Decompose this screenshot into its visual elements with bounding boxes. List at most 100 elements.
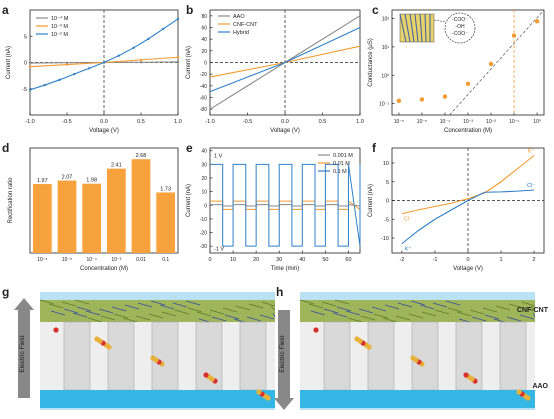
- nanopore: [107, 321, 135, 391]
- fiber-strand: [521, 301, 536, 307]
- x-tick-label: 0: [466, 257, 469, 263]
- series-line-point: [58, 78, 61, 82]
- y-tick-label: 10¹: [382, 45, 390, 51]
- bar: [82, 183, 102, 253]
- fiber-strand: [347, 317, 363, 323]
- x-tick-label: 10⁻³: [111, 257, 121, 263]
- x-tick-label: 0.01: [136, 257, 146, 263]
- ion-particle: [354, 336, 360, 342]
- fiber-strand: [172, 302, 188, 308]
- x-tick-label: 2: [533, 257, 536, 263]
- inset-fiber: [399, 13, 407, 43]
- bar: [106, 168, 126, 253]
- x-tick-label: 1.0: [356, 119, 364, 125]
- legend-entry: CNF-CNT: [233, 22, 258, 28]
- fiber-strand: [408, 313, 424, 319]
- fiber-strand: [469, 309, 485, 315]
- fiber-strand: [419, 304, 435, 310]
- series-line-point: [73, 72, 76, 76]
- x-tick-label: 60: [345, 257, 351, 263]
- bar-value-label: 2.07: [62, 175, 73, 181]
- y-axis-label: Current (nA): [368, 184, 374, 217]
- y-tick-label: -20: [200, 231, 207, 237]
- inset-group-label: -COO⁻: [452, 31, 468, 37]
- aao-label: AAO: [532, 383, 548, 390]
- fiber-strand: [61, 301, 77, 307]
- y-tick-label: 0: [24, 61, 27, 67]
- fiber-strand: [224, 314, 240, 320]
- field-label: Electric Field: [279, 335, 286, 373]
- series-line-point: [147, 37, 150, 41]
- series-line-point: [65, 61, 69, 64]
- y-tick-label: 20: [201, 49, 207, 55]
- field-arrow-shaft: [278, 310, 290, 398]
- nanopore: [367, 321, 395, 391]
- ion-particle: [150, 355, 156, 361]
- panel-label-b: b: [186, 3, 193, 17]
- y-axis-label: Current (nA): [6, 46, 12, 79]
- y-axis-label: Current (nA): [186, 184, 192, 217]
- chart-panel-d: 1.97 10⁻⁶ 2.07 10⁻⁵ 1.98 10⁻⁴ 2.41 10⁻³ 2.68 0.01…: [8, 147, 179, 272]
- y-tick-label: 10⁻¹: [379, 102, 389, 108]
- fiber-strand: [321, 301, 337, 307]
- legend-entry: AAO: [233, 14, 245, 20]
- y-tick-label: -40: [200, 84, 207, 90]
- fiber-strand: [76, 306, 92, 312]
- y-tick-label: -20: [200, 72, 207, 78]
- y-axis-label: Conductance (μS): [368, 38, 374, 86]
- ion-particle: [463, 372, 469, 378]
- series-line-point: [28, 65, 32, 68]
- x-tick-label: 0.1: [162, 257, 169, 263]
- y-tick-label: 60: [201, 26, 207, 32]
- fiber-strand: [261, 301, 276, 307]
- nanopore: [63, 321, 91, 391]
- x-tick-label: -1.0: [25, 119, 34, 125]
- fiber-strand: [310, 310, 326, 316]
- fiber-strand: [196, 311, 212, 317]
- x-tick-label: 10⁰: [533, 119, 541, 125]
- fiber-strand: [50, 310, 66, 316]
- fiber-strand: [113, 313, 129, 319]
- electrolyte-reservoir: [300, 390, 535, 408]
- fiber-strand: [72, 312, 88, 318]
- panel-label-d: d: [2, 141, 9, 155]
- fiber-strand: [395, 315, 411, 321]
- nanopore: [411, 321, 439, 391]
- fiber-strand: [150, 300, 166, 306]
- legend-entry: 0.1 M: [333, 169, 347, 175]
- fiber-strand: [484, 314, 500, 320]
- fiber-strand: [384, 304, 400, 310]
- ion-particle: [410, 355, 416, 361]
- fiber-strand: [185, 300, 201, 306]
- fiber-strand: [148, 313, 164, 319]
- x-tick-label: 20: [253, 257, 259, 263]
- x-axis-label: Voltage (V): [453, 266, 483, 272]
- inset-group-label: -OH: [455, 24, 465, 30]
- x-tick-label: 10⁻²: [486, 119, 496, 125]
- fiber-strand: [63, 308, 79, 314]
- legend-entry: 10⁻⁴ M: [51, 15, 69, 22]
- series-line-point: [65, 63, 69, 66]
- data-point: [534, 19, 540, 24]
- x-tick-label: -1: [433, 257, 438, 263]
- x-axis-label: Concentration (M): [444, 128, 492, 134]
- series-line-point: [117, 54, 121, 57]
- y-tick-label: -30: [200, 244, 207, 250]
- y-tick-label: 10²: [382, 17, 390, 23]
- x-tick-label: 0.5: [319, 119, 327, 125]
- y-tick-label: -5: [384, 217, 389, 223]
- chart-panel-a: -1.0 -0.5 0.0 0.5 1.0 -5 0 5 10⁻⁴ M 10⁻³ M 10⁻² M V…: [6, 9, 182, 134]
- fiber-strand: [259, 314, 275, 320]
- x-tick-label: 40: [299, 257, 305, 263]
- y-tick-label: 5: [386, 180, 389, 186]
- y-tick-label: -60: [200, 96, 207, 102]
- inset-fiber: [419, 13, 423, 43]
- x-tick-label: 10⁻⁴: [86, 257, 96, 263]
- y-tick-label: -80: [200, 107, 207, 113]
- fiber-strand: [209, 309, 225, 315]
- series-line-point: [162, 27, 165, 31]
- chart-panel-c: 10⁻⁶ 10⁻⁵ 10⁻⁴ 10⁻³ 10⁻² 10⁻¹ 10⁰ 10⁻¹ 10⁰ 10¹ 10²…: [368, 9, 545, 134]
- fiber-strand: [308, 303, 324, 309]
- y-tick-label: 30: [201, 162, 207, 168]
